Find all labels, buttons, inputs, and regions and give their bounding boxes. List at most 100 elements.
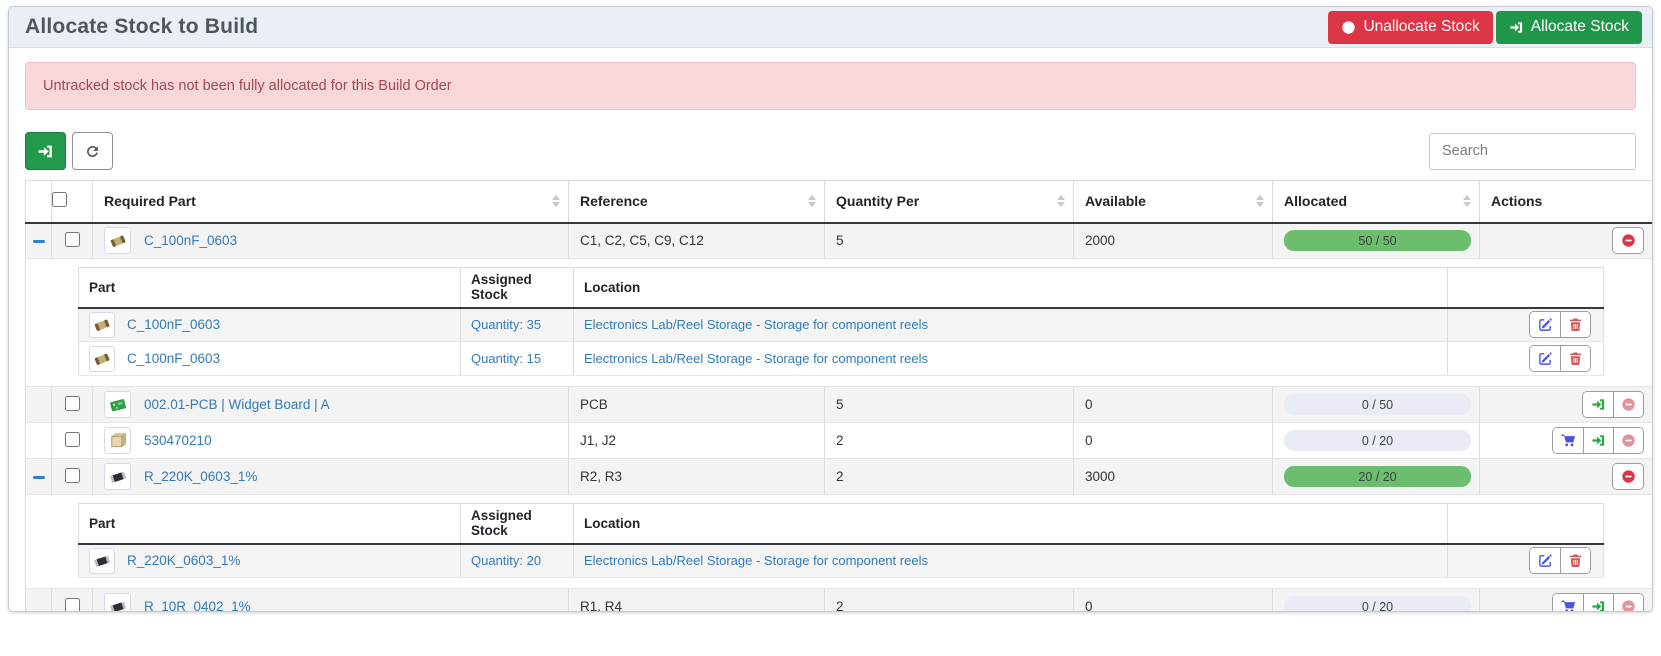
allocate-toolbar-button[interactable] xyxy=(25,132,66,170)
column-header-reference[interactable]: Reference xyxy=(568,180,825,224)
allocate-row-button[interactable] xyxy=(1583,428,1613,453)
allocated-part-link[interactable]: R_220K_0603_1% xyxy=(127,553,241,569)
allocated-progress: 0 / 20 xyxy=(1284,430,1471,451)
unallocate-stock-label: Unallocate Stock xyxy=(1363,18,1480,35)
part-thumbnail xyxy=(89,547,115,574)
subcolumn-header-assigned: Assigned Stock xyxy=(460,267,574,309)
pcb-image xyxy=(108,395,128,415)
select-all-checkbox[interactable] xyxy=(52,192,67,208)
column-header-allocated[interactable]: Allocated xyxy=(1272,180,1480,224)
row-checkbox[interactable] xyxy=(64,597,80,611)
collapse-minus-icon[interactable] xyxy=(32,475,45,479)
delete-allocation-button[interactable] xyxy=(1560,346,1590,371)
sort-caret-icon[interactable] xyxy=(1051,195,1065,208)
available-cell: 0 xyxy=(1073,588,1273,611)
delete-allocation-button[interactable] xyxy=(1560,312,1590,338)
part-thumbnail xyxy=(104,463,131,490)
part-thumbnail xyxy=(104,227,131,255)
stock-location-link[interactable]: Electronics Lab/Reel Storage - Storage f… xyxy=(584,317,928,333)
order-stock-button[interactable] xyxy=(1553,428,1583,453)
stock-location-link[interactable]: Electronics Lab/Reel Storage - Storage f… xyxy=(584,553,928,569)
row-checkbox[interactable] xyxy=(64,231,80,247)
capacitor-image xyxy=(92,315,112,335)
allocated-progress-label: 20 / 20 xyxy=(1358,469,1397,484)
sort-caret-icon[interactable] xyxy=(546,195,560,208)
row-checkbox[interactable] xyxy=(64,467,80,483)
sign-in-icon xyxy=(37,143,54,160)
quantity-per-cell: 2 xyxy=(824,588,1074,611)
part-thumbnail xyxy=(104,427,131,454)
unallocate-row-button[interactable] xyxy=(1613,228,1643,254)
sign-in-icon xyxy=(1509,20,1524,35)
refresh-button[interactable] xyxy=(72,132,113,170)
assigned-quantity-link[interactable]: Quantity: 20 xyxy=(471,553,542,569)
minus-circle-icon xyxy=(1621,469,1636,484)
search-box xyxy=(1429,132,1636,170)
allocate-row-button[interactable] xyxy=(1583,392,1613,417)
resistor-image xyxy=(92,551,112,571)
stock-location-link[interactable]: Electronics Lab/Reel Storage - Storage f… xyxy=(584,351,928,366)
reference-cell: R1, R4 xyxy=(568,588,825,611)
reference-cell: R2, R3 xyxy=(568,458,825,495)
allocated-progress: 50 / 50 xyxy=(1284,230,1471,252)
edit-allocation-button[interactable] xyxy=(1530,346,1560,371)
subtable-header-row: Part Assigned Stock Location xyxy=(78,267,1604,309)
column-header-available[interactable]: Available xyxy=(1073,180,1273,224)
connector-image xyxy=(108,431,128,451)
unallocate-row-button[interactable] xyxy=(1613,428,1643,453)
capacitor-image xyxy=(108,231,128,251)
allocated-part-link[interactable]: C_100nF_0603 xyxy=(127,317,221,333)
allocations-subtable: Part Assigned Stock Location C_100nF_060… xyxy=(78,267,1604,376)
required-part-link[interactable]: C_100nF_0603 xyxy=(144,233,238,249)
subcolumn-header-location: Location xyxy=(573,267,1448,309)
allocated-progress: 0 / 50 xyxy=(1284,394,1471,415)
build-allocation-table: Required Part Reference Quantity Per Ava… xyxy=(25,180,1652,612)
required-part-link[interactable]: R_10R_0402_1% xyxy=(144,599,251,612)
required-part-link[interactable]: R_220K_0603_1% xyxy=(144,469,258,484)
column-label: Actions xyxy=(1491,193,1543,210)
trash-icon xyxy=(1568,351,1583,366)
minus-circle-icon xyxy=(1621,599,1636,612)
unallocate-row-button[interactable] xyxy=(1613,464,1643,489)
collapse-minus-icon[interactable] xyxy=(32,240,45,244)
column-header-quantity-per[interactable]: Quantity Per xyxy=(824,180,1074,224)
row-checkbox[interactable] xyxy=(64,431,80,447)
required-part-link[interactable]: 002.01-PCB | Widget Board | A xyxy=(144,397,330,412)
unallocate-row-button[interactable] xyxy=(1613,392,1643,417)
edit-allocation-button[interactable] xyxy=(1530,312,1560,338)
unallocate-stock-button[interactable]: Unallocate Stock xyxy=(1328,10,1493,44)
sign-in-icon xyxy=(1591,433,1606,448)
refresh-icon xyxy=(84,143,101,160)
edit-icon xyxy=(1538,317,1553,332)
reference-cell: C1, C2, C5, C9, C12 xyxy=(568,222,825,259)
trash-icon xyxy=(1568,553,1583,568)
part-thumbnail xyxy=(104,391,131,418)
assigned-quantity-link[interactable]: Quantity: 35 xyxy=(471,317,542,333)
delete-allocation-button[interactable] xyxy=(1560,548,1590,574)
subtable-header-row: Part Assigned Stock Location xyxy=(78,503,1604,545)
allocated-part-link[interactable]: C_100nF_0603 xyxy=(127,351,221,366)
search-input[interactable] xyxy=(1429,132,1636,170)
assigned-quantity-link[interactable]: Quantity: 15 xyxy=(471,351,542,366)
subcolumn-header-actions xyxy=(1447,267,1604,309)
build-line-row: 002.01-PCB | Widget Board | A PCB 5 0 0 … xyxy=(25,386,1652,423)
page-title: Allocate Stock to Build xyxy=(25,15,259,38)
order-stock-button[interactable] xyxy=(1553,594,1583,611)
sort-caret-icon[interactable] xyxy=(1457,195,1471,208)
subcolumn-header-location: Location xyxy=(573,503,1448,545)
allocate-row-button[interactable] xyxy=(1583,594,1613,611)
alert-message: Untracked stock has not been fully alloc… xyxy=(43,78,452,94)
cart-icon xyxy=(1561,433,1576,448)
edit-allocation-button[interactable] xyxy=(1530,548,1560,574)
minus-circle-icon xyxy=(1621,397,1636,412)
column-header-required-part[interactable]: Required Part xyxy=(92,180,569,224)
row-checkbox[interactable] xyxy=(64,395,80,411)
required-part-link[interactable]: 530470210 xyxy=(144,433,212,448)
sort-caret-icon[interactable] xyxy=(1250,195,1264,208)
unallocate-row-button[interactable] xyxy=(1613,594,1643,612)
sort-caret-icon[interactable] xyxy=(802,195,816,208)
allocate-stock-button[interactable]: Allocate Stock xyxy=(1495,10,1642,44)
allocated-progress: 20 / 20 xyxy=(1284,466,1471,487)
available-cell: 3000 xyxy=(1073,458,1273,495)
build-line-row: R_10R_0402_1% R1, R4 2 0 0 / 20 xyxy=(25,588,1652,612)
